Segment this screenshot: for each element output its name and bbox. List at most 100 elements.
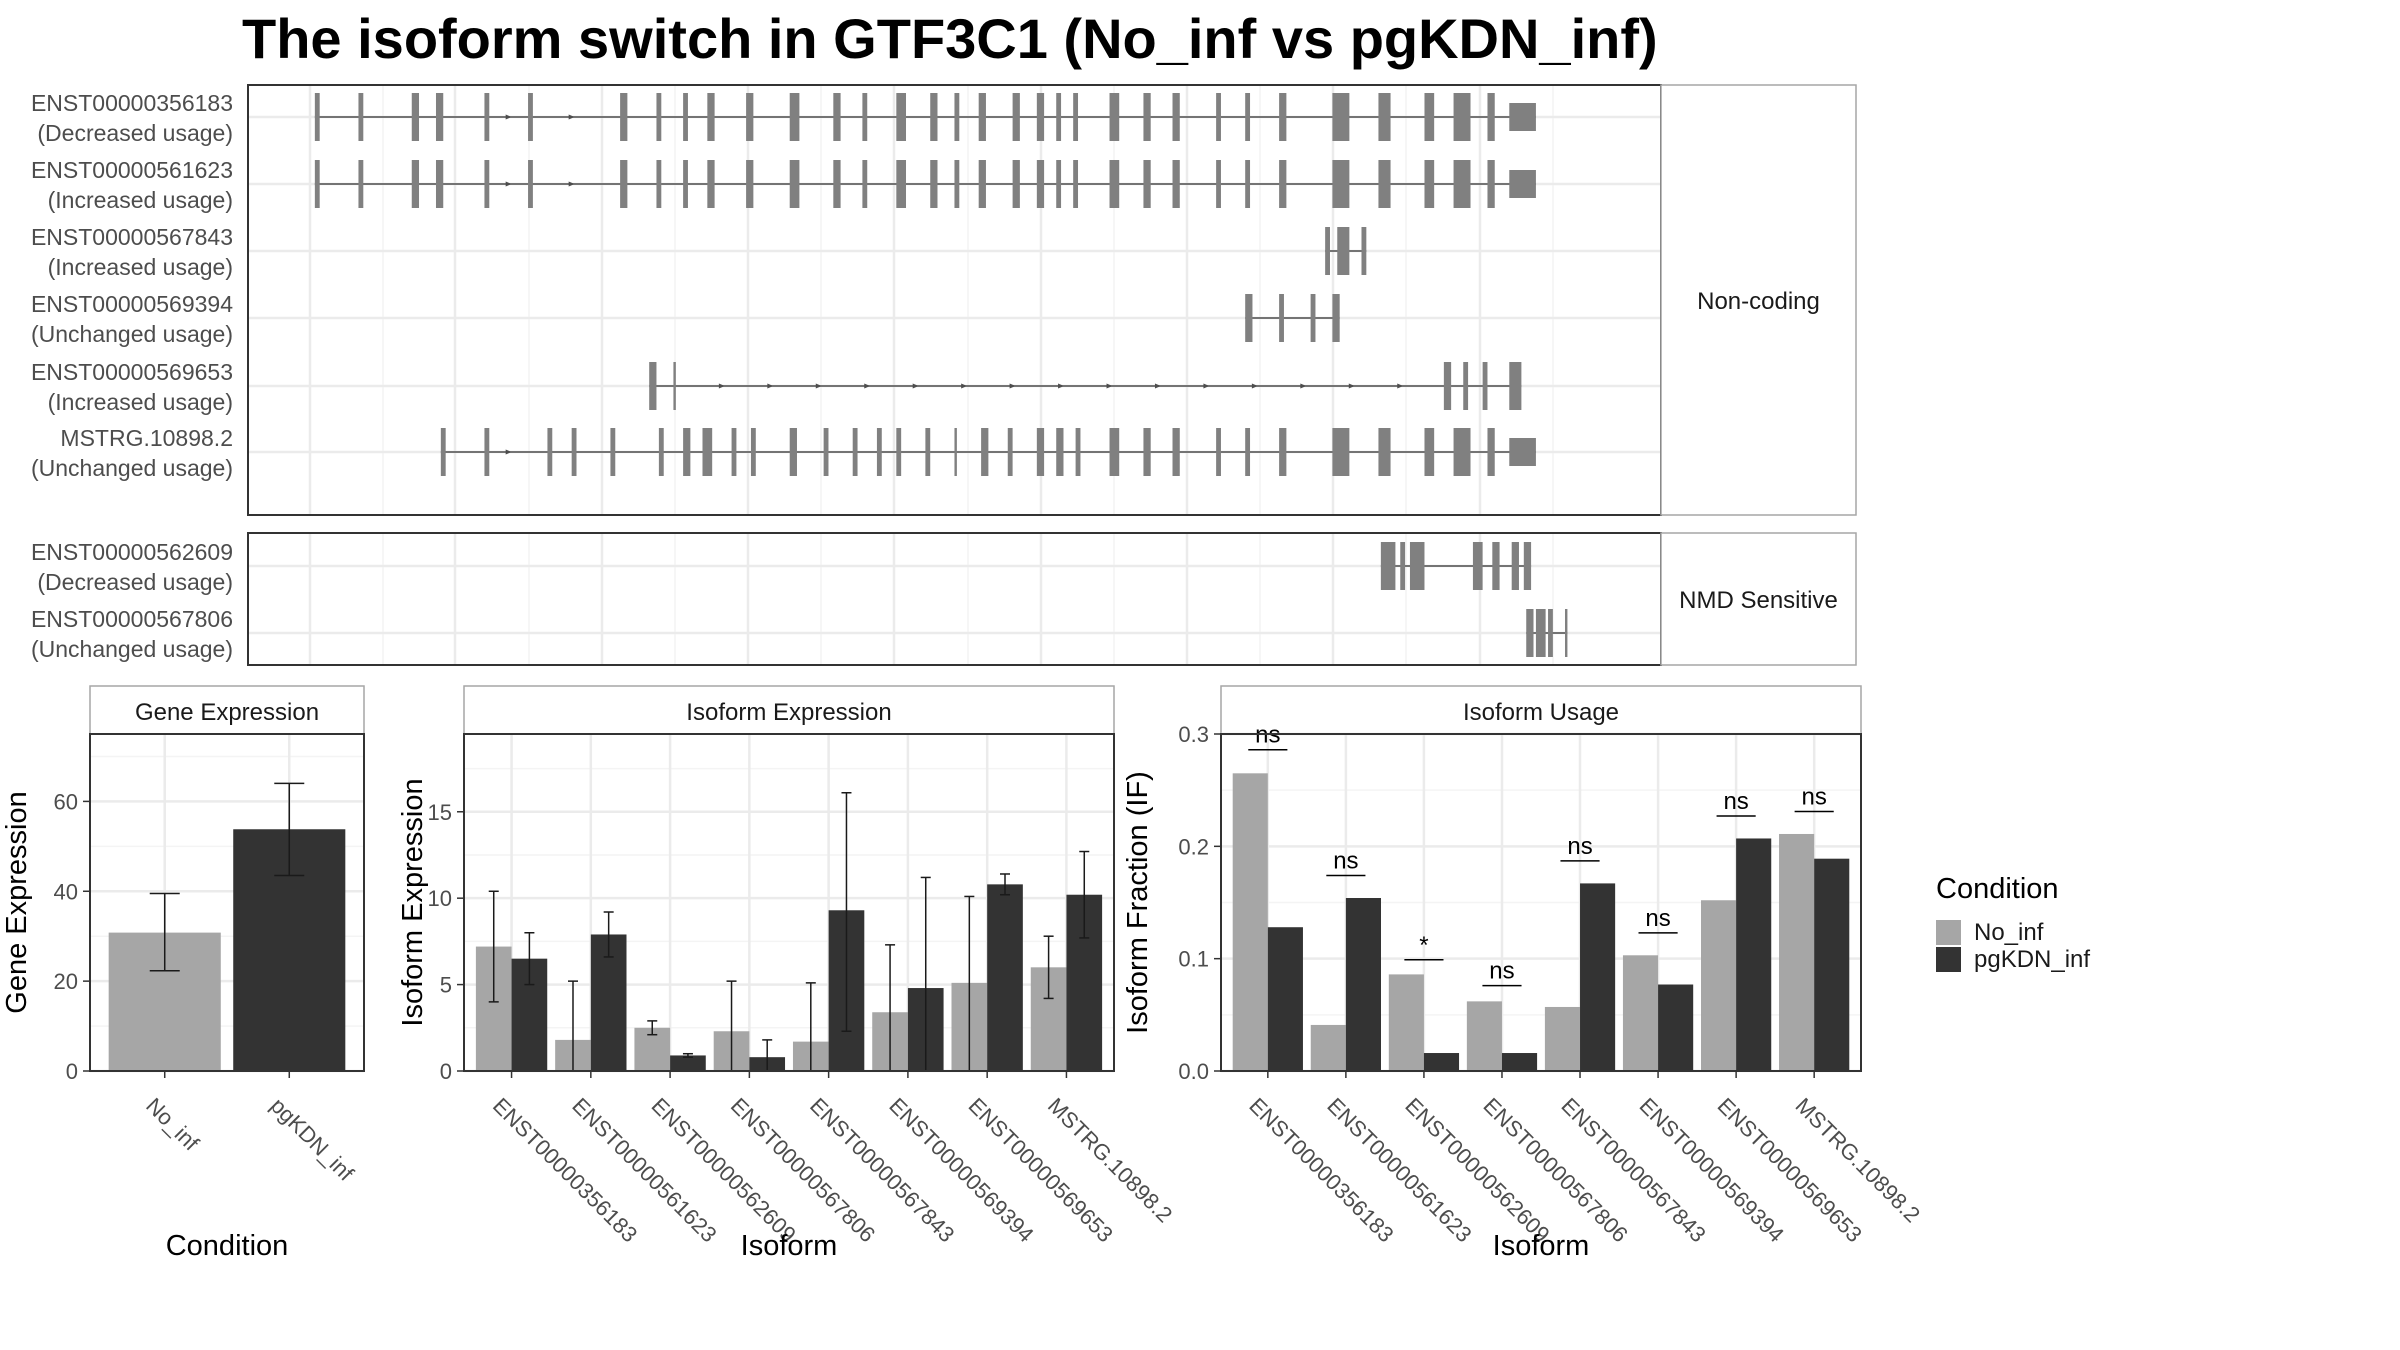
exon bbox=[649, 362, 657, 410]
exon bbox=[1400, 542, 1406, 590]
exon bbox=[896, 93, 907, 141]
isoform-usage-label: (Unchanged usage) bbox=[31, 321, 233, 347]
exon bbox=[620, 160, 628, 208]
strand-arrow bbox=[718, 383, 725, 389]
x-tick-label: ENST00000562609 bbox=[1400, 1093, 1554, 1247]
exon bbox=[658, 428, 664, 476]
strand-arrow bbox=[568, 181, 575, 187]
exon bbox=[1245, 428, 1251, 476]
legend-swatch bbox=[1936, 947, 1961, 972]
y-tick-label: 0.3 bbox=[1178, 722, 1209, 747]
exon bbox=[1472, 542, 1483, 590]
bar bbox=[1544, 1006, 1581, 1071]
strand-arrow bbox=[767, 383, 774, 389]
exon bbox=[1012, 93, 1020, 141]
exon bbox=[1482, 362, 1488, 410]
exon bbox=[435, 93, 444, 141]
exon bbox=[528, 160, 533, 208]
bar bbox=[1345, 898, 1381, 1071]
x-tick-label: ENST00000569394 bbox=[1635, 1093, 1789, 1247]
y-axis-title: Isoform Fraction (IF) bbox=[1122, 771, 1154, 1034]
strand-arrow bbox=[505, 181, 512, 187]
significance-label: ns bbox=[1255, 722, 1280, 749]
x-tick-label: ENST00000567843 bbox=[805, 1093, 959, 1247]
exon bbox=[683, 160, 688, 208]
panel-title: Isoform Expression bbox=[686, 699, 891, 726]
bar bbox=[1501, 1053, 1538, 1071]
exon bbox=[746, 160, 754, 208]
strand-arrow bbox=[1106, 383, 1113, 389]
exon bbox=[1012, 160, 1020, 208]
exon bbox=[954, 428, 957, 476]
panel-border bbox=[463, 733, 1115, 1072]
strand-arrow bbox=[568, 114, 575, 120]
strand-arrow bbox=[815, 383, 822, 389]
structure-strip bbox=[1660, 532, 1857, 666]
exon bbox=[1143, 160, 1151, 208]
isoform-id-label: ENST00000569653 bbox=[31, 359, 233, 385]
legend-label: No_inf bbox=[1974, 919, 2044, 946]
panel-title: Gene Expression bbox=[135, 699, 319, 726]
strand-arrow bbox=[505, 449, 512, 455]
exon bbox=[1036, 428, 1045, 476]
strand-arrow bbox=[1203, 383, 1210, 389]
bar bbox=[670, 1055, 706, 1071]
bar bbox=[1232, 773, 1268, 1071]
y-tick-label: 10 bbox=[428, 886, 452, 911]
panel-strip bbox=[89, 685, 365, 735]
exon bbox=[1279, 160, 1287, 208]
x-tick-label: ENST00000356183 bbox=[1244, 1093, 1398, 1247]
exon bbox=[1509, 438, 1536, 466]
bar bbox=[1658, 984, 1694, 1071]
x-tick-label: ENST00000569653 bbox=[964, 1093, 1118, 1247]
x-tick-label: ENST00000569394 bbox=[884, 1093, 1038, 1247]
exon bbox=[862, 160, 868, 208]
exon bbox=[833, 160, 841, 208]
bar bbox=[1814, 858, 1850, 1071]
exon bbox=[731, 428, 737, 476]
strand-arrow bbox=[864, 383, 871, 389]
exon bbox=[1056, 93, 1062, 141]
exon bbox=[620, 93, 628, 141]
exon bbox=[484, 428, 490, 476]
bar bbox=[1310, 1024, 1346, 1071]
exon bbox=[1245, 93, 1251, 141]
exon bbox=[440, 428, 446, 476]
exon bbox=[1424, 160, 1435, 208]
isoform-id-label: ENST00000356183 bbox=[31, 90, 233, 116]
strand-arrow bbox=[912, 383, 919, 389]
isoform-usage-label: (Increased usage) bbox=[48, 389, 233, 415]
legend-label: pgKDN_inf bbox=[1974, 946, 2090, 973]
exon bbox=[1007, 428, 1013, 476]
exon bbox=[1511, 542, 1519, 590]
y-tick-label: 15 bbox=[428, 800, 452, 825]
y-axis-title: Gene Expression bbox=[1, 791, 33, 1013]
exon bbox=[1172, 160, 1180, 208]
exon bbox=[610, 428, 616, 476]
exon bbox=[896, 428, 902, 476]
exon bbox=[314, 160, 320, 208]
exon bbox=[1565, 609, 1568, 657]
exon bbox=[1279, 428, 1287, 476]
isoform-structure-panels: ENST00000356183(Decreased usage)ENST0000… bbox=[31, 84, 1857, 666]
x-tick-label: ENST00000561623 bbox=[1322, 1093, 1476, 1247]
exon bbox=[978, 93, 986, 141]
x-tick-label: ENST00000569653 bbox=[1713, 1093, 1867, 1247]
exon bbox=[683, 428, 691, 476]
exon bbox=[1378, 428, 1391, 476]
exon bbox=[1109, 160, 1120, 208]
exon bbox=[1109, 93, 1120, 141]
strand-arrow bbox=[1397, 383, 1404, 389]
exon bbox=[1143, 428, 1151, 476]
isoform-usage-panel: Isoform Usage ns ns * ns ns ns ns ns 0.0 0.1 0.2 0.3… bbox=[1122, 685, 1925, 1262]
exon bbox=[656, 160, 662, 208]
strand-arrow bbox=[1348, 383, 1355, 389]
y-tick-label: 5 bbox=[440, 973, 452, 998]
significance-label: ns bbox=[1489, 958, 1514, 985]
structure-strip bbox=[1660, 84, 1857, 516]
exon bbox=[789, 160, 800, 208]
strand-arrow bbox=[1300, 383, 1307, 389]
bar bbox=[1622, 955, 1659, 1071]
